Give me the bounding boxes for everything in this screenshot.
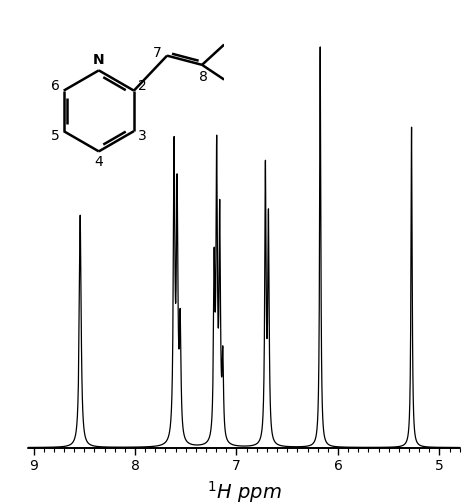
X-axis label: $^{1}$H ppm: $^{1}$H ppm (207, 479, 282, 504)
